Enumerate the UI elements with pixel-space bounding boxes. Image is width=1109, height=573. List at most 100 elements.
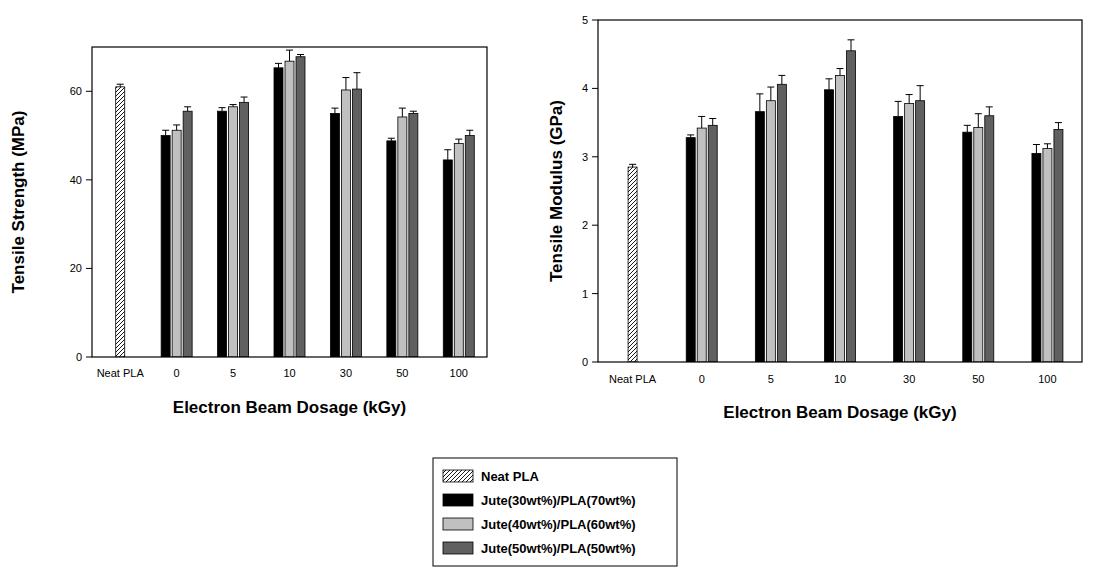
x-tick-label: 50	[972, 373, 984, 385]
bar: Jute(40wt%)/PLA(60wt%)	[836, 75, 845, 362]
bars: Neat PLAJute(30wt%)/PLA(70wt%)Jute(40wt%…	[628, 40, 1063, 362]
error-bar	[117, 84, 124, 87]
plot-frame	[598, 20, 1082, 362]
error-bar	[895, 101, 902, 116]
figure: 0204060Neat PLA05103050100Tensile Streng…	[0, 0, 1109, 573]
y-tick-label: 0	[582, 356, 588, 368]
x-tick-label: 50	[396, 367, 408, 379]
y-tick-label: 4	[582, 82, 588, 94]
y-tick	[592, 20, 598, 21]
y-axis-label: Tensile Modulus (GPa)	[547, 100, 566, 282]
bar	[352, 89, 361, 357]
x-tick-label: 5	[230, 367, 236, 379]
x-tick-label: 30	[903, 373, 915, 385]
bar	[409, 113, 418, 357]
error-bar	[698, 116, 705, 128]
bar: Jute(50wt%)/PLA(50wt%)	[985, 116, 994, 362]
bar	[454, 144, 463, 357]
bar	[161, 136, 170, 357]
y-tick-label: 2	[582, 219, 588, 231]
error-bar	[410, 111, 417, 113]
y-tick-label: 20	[70, 262, 82, 274]
bar: Jute(40wt%)/PLA(60wt%)	[766, 101, 775, 362]
error-bar	[848, 40, 855, 51]
error-bar	[709, 118, 716, 125]
error-bar	[1055, 123, 1062, 130]
bar	[465, 136, 474, 357]
error-bar	[1033, 144, 1040, 153]
bar	[398, 117, 407, 357]
bar: Jute(30wt%)/PLA(70wt%)	[894, 116, 903, 362]
y-tick	[86, 357, 92, 358]
error-bar	[286, 50, 293, 61]
bar	[443, 160, 452, 357]
bar	[229, 107, 238, 357]
bar: Jute(40wt%)/PLA(60wt%)	[697, 128, 706, 362]
error-bar	[297, 55, 304, 57]
legend-label: Jute(30wt%)/PLA(70wt%)	[481, 493, 636, 508]
error-bar	[917, 86, 924, 101]
y-tick	[86, 91, 92, 92]
y-tick	[592, 293, 598, 294]
chart: 0204060Neat PLA05103050100Tensile Streng…	[9, 47, 487, 417]
legend-label: Neat PLA	[481, 469, 539, 484]
x-tick-label: 0	[699, 373, 705, 385]
error-bar	[778, 75, 785, 84]
bar: Jute(50wt%)/PLA(50wt%)	[777, 84, 786, 362]
error-bar	[184, 107, 191, 111]
bar	[341, 90, 350, 357]
bar: Jute(50wt%)/PLA(50wt%)	[1054, 129, 1063, 362]
error-bar	[444, 150, 451, 160]
bar: Jute(40wt%)/PLA(60wt%)	[974, 127, 983, 362]
error-bar	[219, 108, 226, 112]
error-bar	[331, 108, 338, 113]
error-bar	[241, 97, 248, 102]
bar	[172, 130, 181, 357]
error-bar	[353, 73, 360, 89]
y-tick	[592, 156, 598, 157]
bar: Jute(30wt%)/PLA(70wt%)	[686, 138, 695, 362]
error-bar	[687, 135, 694, 138]
bar	[274, 68, 283, 357]
error-bar	[1044, 144, 1051, 149]
bar	[218, 111, 227, 357]
error-bar	[986, 107, 993, 116]
x-axis-label: Electron Beam Dosage (kGy)	[723, 403, 956, 422]
x-tick-label: 100	[1038, 373, 1056, 385]
legend-label: Jute(40wt%)/PLA(60wt%)	[481, 517, 636, 532]
chart: 012345Neat PLA05103050100Tensile Modulus…	[547, 14, 1082, 422]
bar: Jute(50wt%)/PLA(50wt%)	[916, 101, 925, 362]
bar	[183, 111, 192, 357]
error-bar	[399, 108, 406, 117]
bar: Neat PLA	[628, 167, 637, 362]
y-tick-label: 40	[70, 174, 82, 186]
y-tick-label: 3	[582, 151, 588, 163]
y-tick-label: 0	[76, 351, 82, 363]
y-axis-label: Tensile Strength (MPa)	[9, 111, 28, 294]
legend-box	[433, 458, 677, 566]
error-bar	[629, 164, 636, 167]
x-tick-label: 10	[834, 373, 846, 385]
bar	[240, 102, 249, 357]
error-bar	[826, 79, 833, 90]
y-tick-label: 5	[582, 14, 588, 26]
y-tick	[86, 268, 92, 269]
error-bar	[388, 138, 395, 141]
bar: Jute(30wt%)/PLA(70wt%)	[1032, 153, 1041, 362]
error-bar	[767, 87, 774, 101]
y-tick	[592, 362, 598, 363]
error-bar	[837, 69, 844, 76]
x-tick-label: 0	[174, 367, 180, 379]
bar: Jute(50wt%)/PLA(50wt%)	[847, 51, 856, 362]
x-axis-label: Electron Beam Dosage (kGy)	[173, 398, 406, 417]
x-tick-label: 100	[450, 367, 468, 379]
bar	[296, 57, 305, 357]
error-bar	[230, 105, 237, 107]
error-bar	[162, 130, 169, 135]
error-bar	[342, 78, 349, 90]
plot-frame	[92, 47, 487, 357]
y-tick-label: 1	[582, 288, 588, 300]
legend-swatch	[443, 518, 473, 530]
error-bar	[756, 94, 763, 112]
error-bar	[466, 130, 473, 135]
